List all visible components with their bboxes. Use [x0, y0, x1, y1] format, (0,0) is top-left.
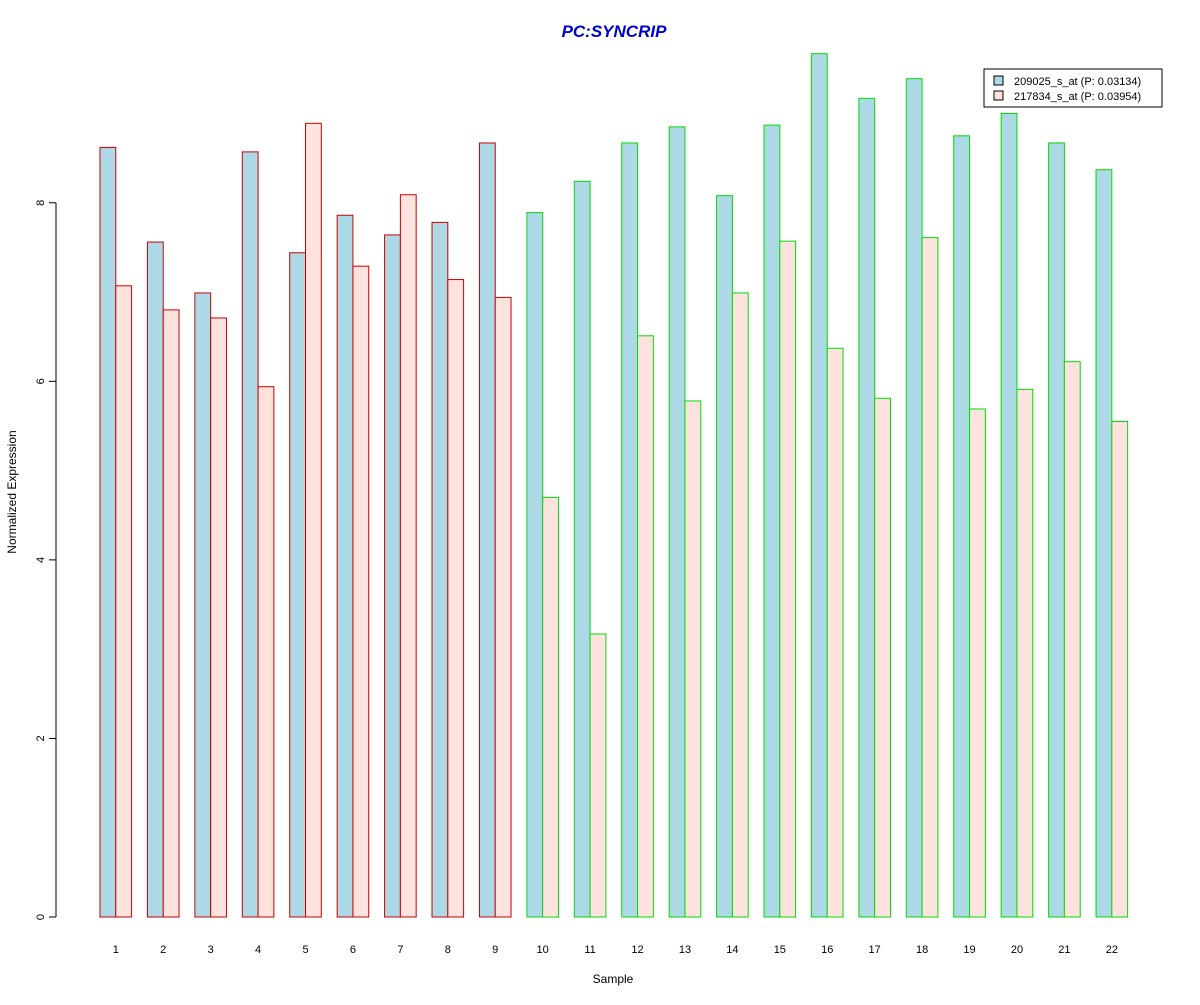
x-tick-label: 12: [631, 944, 643, 956]
bar-series-1: [1048, 142, 1065, 918]
bar-series-2: [447, 279, 465, 918]
bar-series-2: [1063, 361, 1081, 918]
x-tick-label: 21: [1058, 944, 1070, 956]
bar-series-2: [162, 309, 180, 918]
bar-series-2: [826, 347, 844, 918]
legend-box: [983, 68, 1163, 108]
x-tick-label: 8: [445, 944, 451, 956]
x-tick-label: 15: [774, 944, 786, 956]
bar-series-2: [305, 122, 322, 918]
bar-series-1: [384, 234, 401, 918]
bar-series-1: [953, 135, 971, 918]
bar-series-2: [352, 265, 370, 918]
bar-series-1: [526, 212, 544, 918]
bar-series-1: [716, 195, 733, 918]
x-tick-label: 5: [302, 944, 308, 956]
bar-series-2: [731, 292, 749, 918]
bar-series-2: [969, 408, 986, 918]
x-tick-label: 22: [1106, 944, 1118, 956]
bars-group: [99, 53, 1129, 918]
bar-series-2: [210, 317, 227, 918]
bar-series-1: [478, 142, 496, 918]
legend-label-series-2: 217834_s_at (P: 0.03954): [1014, 91, 1141, 103]
bar-series-2: [779, 240, 797, 918]
y-tick-label: 2: [35, 735, 47, 741]
x-tick-label: 3: [208, 944, 214, 956]
bar-series-2: [1016, 388, 1034, 918]
y-tick-label: 8: [35, 200, 47, 206]
x-tick-label: 9: [492, 944, 498, 956]
legend-swatch-series-1: [993, 75, 1004, 86]
bar-series-1: [241, 151, 259, 918]
bar-series-1: [431, 221, 449, 918]
bar-series-1: [810, 53, 828, 918]
bar-series-2: [399, 194, 417, 918]
bar-series-1: [194, 292, 212, 918]
bar-series-1: [1000, 112, 1018, 918]
x-tick-label: 13: [679, 944, 691, 956]
x-tick-label: 14: [726, 944, 738, 956]
legend-label-series-1: 209025_s_at (P: 0.03134): [1014, 76, 1141, 88]
bar-series-2: [542, 496, 559, 918]
bar-series-1: [573, 180, 591, 918]
x-tick-label: 16: [821, 944, 833, 956]
x-tick-label: 19: [963, 944, 975, 956]
x-tick-label: 2: [160, 944, 166, 956]
bar-series-1: [621, 142, 639, 918]
y-axis: 0 2 4 6 8: [35, 200, 57, 920]
bar-series-1: [668, 126, 686, 918]
bar-series-1: [336, 214, 354, 918]
x-tick-label: 11: [584, 944, 595, 956]
x-tick-label: 10: [537, 944, 549, 956]
x-tick-label: 17: [869, 944, 881, 956]
x-tick-label: 6: [350, 944, 356, 956]
bar-series-2: [494, 296, 512, 918]
bar-series-2: [637, 335, 654, 918]
legend-swatch-series-2: [993, 90, 1004, 101]
bar-series-1: [289, 252, 307, 918]
x-tick-label: 1: [113, 944, 119, 956]
x-tick-label: 4: [255, 944, 261, 956]
bar-series-2: [684, 400, 702, 918]
bar-series-1: [858, 97, 876, 918]
x-tick-label: 18: [916, 944, 928, 956]
bar-series-1: [99, 146, 117, 918]
x-tick-label: 7: [397, 944, 403, 956]
x-axis-label: Sample: [593, 972, 634, 986]
y-axis-label: Normalized Expression: [5, 430, 19, 553]
bar-series-2: [115, 285, 133, 918]
chart-title: PC:SYNCRIP: [562, 22, 668, 41]
legend: 209025_s_at (P: 0.03134) 217834_s_at (P:…: [983, 68, 1163, 108]
bar-series-2: [589, 633, 607, 918]
bar-series-2: [257, 386, 275, 918]
bar-series-1: [763, 124, 781, 918]
y-tick-label: 0: [35, 914, 47, 920]
bar-series-1: [1095, 169, 1113, 918]
x-tick-label: 20: [1011, 944, 1023, 956]
bar-series-1: [146, 241, 164, 918]
x-tick-labels: 1 2 3 4 5 6 7 8 9 10 11 12 13 14 15 16 17 18 19 20 21 22: [113, 944, 1118, 956]
y-tick-label: 4: [35, 557, 47, 563]
bar-series-1: [905, 78, 923, 918]
bar-series-2: [1111, 421, 1129, 918]
bar-series-2: [921, 237, 939, 918]
bar-series-2: [874, 397, 891, 918]
y-tick-label: 6: [35, 378, 47, 384]
